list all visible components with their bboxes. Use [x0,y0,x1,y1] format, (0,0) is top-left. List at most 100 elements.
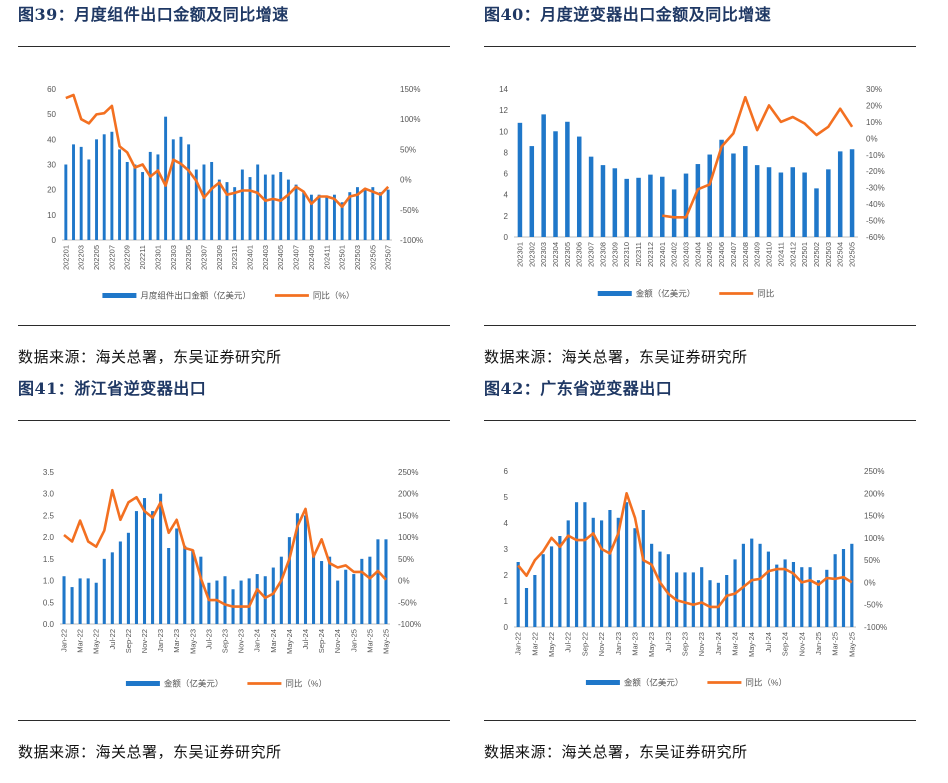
y-right-tick-label: -30% [866,184,885,193]
y-right-tick-label: 50% [864,556,880,565]
y-right-tick-label: 150% [864,512,884,521]
x-tick-label: Sep-22 [124,629,133,653]
panel-fig40: 图40：月度逆变器出口金额及同比增速 0 2 4 6 8 10 12 14 -60% -50% -4… [484,0,916,380]
bar [240,169,244,240]
x-tick-label: May-25 [847,632,856,657]
x-tick-label: May-24 [285,629,294,654]
x-tick-label: 202309 [610,242,619,267]
y-left-tick-label: 3 [504,545,509,554]
x-tick-label: 202301 [515,242,524,267]
bar [309,194,313,240]
y-left-tick-label: 6 [504,170,509,179]
x-tick-label: 202406 [717,242,726,267]
x-tick-label: 202501 [338,245,347,270]
bottom-divider [18,720,450,721]
legend-bar-label: 金额（亿美元） [636,289,696,299]
bar [731,153,736,237]
bar [529,146,535,237]
bar [156,154,160,240]
y-right-tick-label: -100% [400,236,423,245]
x-tick-label: 202311 [634,242,643,266]
bar [194,169,198,240]
y-right-tick-label: 0% [864,578,876,587]
bar [247,578,251,624]
bar [348,192,352,240]
bar [671,189,677,237]
y-right-tick-label: -100% [398,620,421,629]
y-right-tick-label: 100% [400,115,420,124]
bar [625,502,629,627]
bar [248,177,252,240]
bar [352,574,356,624]
legend-bar-swatch [585,680,620,685]
y-left-tick-label: 1.5 [43,555,55,564]
legend-line-label: 同比 [757,289,774,299]
y-right-tick-label: -50% [398,598,417,607]
x-tick-label: Jan-23 [156,629,165,652]
y-left-tick-label: 0 [52,236,57,245]
bar [368,556,372,624]
bar [217,179,221,240]
bar [658,551,662,627]
bar [255,574,259,624]
bar [636,177,641,237]
y-left-tick-label: 4 [504,519,509,528]
y-left-tick-label: 2.5 [43,511,55,520]
y-left-tick-label: 14 [499,85,508,94]
bar [791,562,796,627]
bar [558,536,562,627]
bar [328,556,332,624]
x-tick-label: Nov-24 [333,629,342,653]
bar [743,146,748,237]
x-tick-label: 202309 [215,245,224,270]
x-tick-label: Sep-22 [580,632,589,656]
x-tick-label: 202407 [729,242,738,267]
bar [187,144,191,240]
bar [553,131,558,237]
bar [344,569,348,624]
bar [574,502,579,627]
x-tick-label: 202504 [836,242,845,267]
y-left-tick-label: 60 [47,85,56,94]
bottom-divider [18,325,450,326]
bar [600,165,606,237]
x-tick-label: 202203 [77,245,86,270]
x-tick-label: Jul-24 [301,629,310,649]
x-tick-label: 202304 [551,242,560,267]
x-tick-label: 202302 [527,242,536,267]
y-left-tick-label: 10 [47,211,56,220]
bar [660,176,665,237]
title-divider [18,420,450,421]
bar [608,510,612,627]
y-left-tick-label: 12 [499,106,508,115]
bar [279,556,283,624]
x-tick-label: Nov-24 [797,632,806,656]
x-tick-label: Jan-22 [514,632,523,655]
y-right-tick-label: -50% [400,206,419,215]
x-tick-label: Jul-22 [108,629,117,649]
bar [148,151,152,240]
y-left-tick-label: 1 [504,597,509,606]
x-tick-label: 202305 [563,242,572,267]
bar [118,149,122,240]
x-tick-label: 202303 [169,245,178,270]
y-right-tick-label: 30% [866,85,882,94]
y-right-tick-label: 0% [398,577,410,586]
bar [612,168,618,237]
bar [849,149,855,237]
legend-bar-swatch [125,681,160,686]
bar [183,545,187,624]
bar [624,178,629,237]
bar [719,139,724,237]
bar [320,561,324,624]
x-tick-label: Jan-25 [814,632,823,655]
x-tick-label: Jul-22 [564,632,573,652]
data-source: 数据来源：海关总署，东吴证券研究所 [18,348,282,366]
bar [850,543,854,627]
bar [825,569,829,627]
x-tick-label: 202405 [276,245,285,270]
x-tick-label: May-23 [188,629,197,654]
bar [134,511,138,624]
bar [683,572,687,627]
title-divider [484,46,916,47]
